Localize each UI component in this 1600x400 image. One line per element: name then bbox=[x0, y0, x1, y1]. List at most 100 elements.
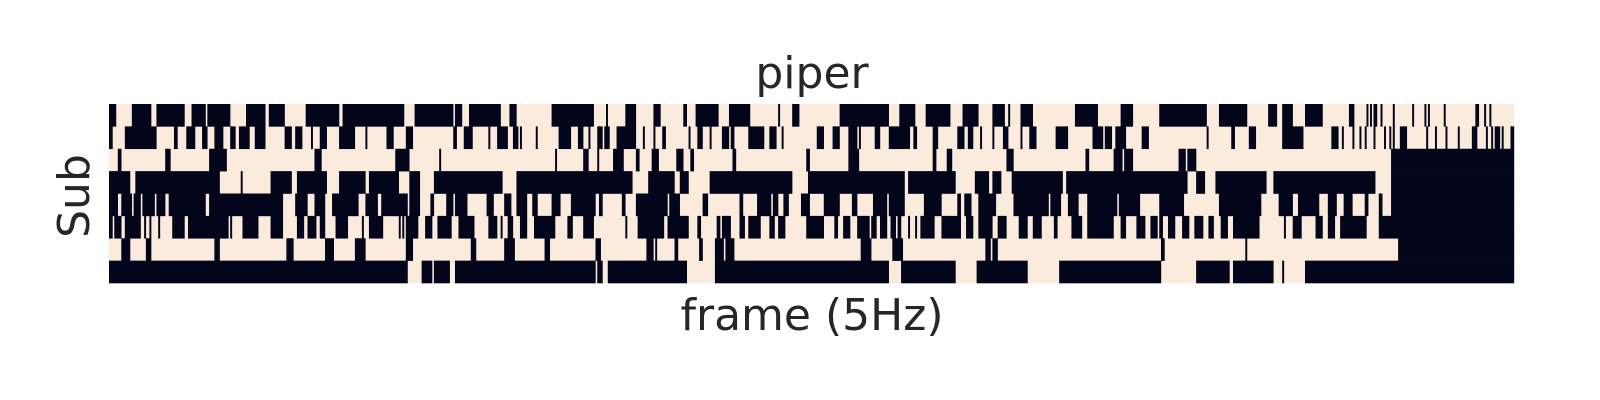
heatmap-cell-dark bbox=[583, 148, 589, 172]
heatmap-cell-dark bbox=[709, 171, 793, 194]
heatmap-cell-dark bbox=[361, 215, 364, 239]
heatmap-cell-dark bbox=[1434, 126, 1437, 150]
heatmap-cell-dark bbox=[992, 238, 998, 261]
heatmap-cell-dark bbox=[1268, 104, 1278, 127]
heatmap-cell-dark bbox=[920, 215, 935, 239]
heatmap-cell-dark bbox=[816, 126, 824, 150]
heatmap-cell-dark bbox=[368, 215, 384, 239]
heatmap-cell-dark bbox=[823, 193, 840, 217]
heatmap-cell-dark bbox=[595, 238, 601, 261]
heatmap-cell-dark bbox=[653, 126, 656, 150]
heatmap-cell-dark bbox=[133, 193, 141, 217]
heatmap-cell-dark bbox=[305, 104, 340, 127]
heatmap-cell-dark bbox=[1369, 104, 1372, 127]
heatmap-cell-dark bbox=[463, 126, 473, 150]
heatmap-cell-dark bbox=[974, 171, 990, 194]
heatmap-cell-dark bbox=[339, 126, 356, 150]
heatmap-cell-dark bbox=[1282, 104, 1293, 127]
heatmap-cell-dark bbox=[1359, 126, 1362, 150]
heatmap-cell-dark bbox=[368, 171, 399, 194]
heatmap-cell-dark bbox=[860, 238, 872, 261]
heatmap-cell-dark bbox=[806, 215, 824, 239]
heatmap-cell-dark bbox=[676, 148, 684, 172]
heatmap-cell-dark bbox=[1159, 104, 1207, 127]
heatmap-cell-dark bbox=[1118, 193, 1141, 217]
heatmap-cell-dark bbox=[519, 215, 528, 239]
heatmap-cell-dark bbox=[131, 104, 152, 127]
heatmap-cell-dark bbox=[1182, 215, 1190, 239]
heatmap-cell-dark bbox=[1018, 215, 1028, 239]
heatmap-cell-dark bbox=[769, 215, 775, 239]
heatmap-cell-dark bbox=[616, 126, 637, 150]
heatmap-cell-dark bbox=[1485, 126, 1488, 150]
heatmap-cell-dark bbox=[1384, 126, 1386, 150]
heatmap-cell-dark bbox=[607, 260, 688, 284]
heatmap-cell-dark bbox=[1160, 238, 1165, 261]
heatmap-cell-dark bbox=[688, 126, 691, 150]
heatmap-cell-dark bbox=[500, 215, 503, 239]
heatmap-cell-dark bbox=[967, 126, 974, 150]
heatmap-cell-dark bbox=[932, 148, 937, 172]
heatmap-row-8 bbox=[109, 260, 1515, 284]
heatmap-cell-dark bbox=[295, 126, 303, 150]
heatmap-cell-dark bbox=[1218, 193, 1262, 217]
heatmap-cell-dark bbox=[1245, 238, 1248, 261]
heatmap-cell-dark bbox=[653, 104, 661, 127]
heatmap-cell-dark bbox=[365, 126, 368, 150]
heatmap-cell-dark bbox=[433, 171, 503, 194]
heatmap-cell-dark bbox=[1443, 104, 1446, 127]
heatmap-cell-dark bbox=[1341, 126, 1344, 150]
heatmap-cell-dark bbox=[270, 171, 292, 194]
heatmap-cell-dark bbox=[173, 126, 178, 150]
heatmap-grid bbox=[109, 104, 1515, 284]
heatmap-cell-dark bbox=[732, 148, 737, 172]
heatmap-cell-dark bbox=[1159, 193, 1185, 217]
heatmap-cell-dark bbox=[1391, 148, 1515, 172]
heatmap-cell-dark bbox=[453, 126, 457, 150]
heatmap-cell-dark bbox=[901, 260, 956, 284]
heatmap-row-7 bbox=[121, 238, 1515, 261]
heatmap-cell-dark bbox=[792, 104, 800, 127]
heatmap-cell-dark bbox=[1399, 126, 1408, 150]
heatmap-cell-dark bbox=[433, 260, 450, 284]
heatmap-cell-dark bbox=[1297, 193, 1320, 217]
heatmap-cell-dark bbox=[339, 171, 366, 194]
heatmap-cell-dark bbox=[142, 193, 155, 217]
heatmap-cell-dark bbox=[156, 193, 166, 217]
heatmap-cell-dark bbox=[446, 193, 454, 217]
heatmap-cell-dark bbox=[1484, 104, 1487, 127]
heatmap-cell-dark bbox=[124, 126, 157, 150]
heatmap-cell-dark bbox=[1364, 193, 1369, 217]
heatmap-cell-dark bbox=[504, 238, 515, 261]
heatmap-cell-dark bbox=[354, 238, 366, 261]
heatmap-row-4 bbox=[109, 171, 1515, 194]
heatmap-cell-dark bbox=[872, 193, 888, 217]
heatmap-cell-dark bbox=[699, 238, 703, 261]
heatmap-cell-dark bbox=[1020, 104, 1033, 127]
heatmap-cell-dark bbox=[1218, 104, 1248, 127]
heatmap-cell-dark bbox=[1104, 126, 1113, 150]
heatmap-cell-dark bbox=[319, 215, 326, 239]
heatmap-cell-dark bbox=[728, 104, 751, 127]
heatmap-cell-dark bbox=[454, 260, 596, 284]
heatmap-cell-dark bbox=[642, 126, 645, 150]
heatmap-cell-dark bbox=[386, 126, 394, 150]
heatmap-cell-dark bbox=[1013, 193, 1049, 217]
heatmap-cell-dark bbox=[583, 215, 594, 239]
heatmap-cell-dark bbox=[454, 193, 468, 217]
heatmap-row-1 bbox=[109, 104, 1492, 127]
heatmap-cell-dark bbox=[165, 148, 171, 172]
heatmap-cell-dark bbox=[1215, 171, 1267, 194]
heatmap-cell-dark bbox=[1053, 215, 1058, 239]
heatmap-cell-dark bbox=[121, 193, 133, 217]
heatmap-cell-dark bbox=[992, 171, 1002, 194]
heatmap-cell-dark bbox=[516, 193, 528, 217]
heatmap-cell-dark bbox=[1494, 126, 1501, 150]
heatmap-cell-dark bbox=[270, 215, 284, 239]
heatmap-cell-dark bbox=[421, 260, 433, 284]
heatmap-cell-dark bbox=[923, 193, 942, 217]
heatmap-cell-dark bbox=[871, 215, 877, 239]
heatmap-cell-dark bbox=[839, 104, 889, 127]
heatmap-cell-dark bbox=[1491, 126, 1494, 150]
